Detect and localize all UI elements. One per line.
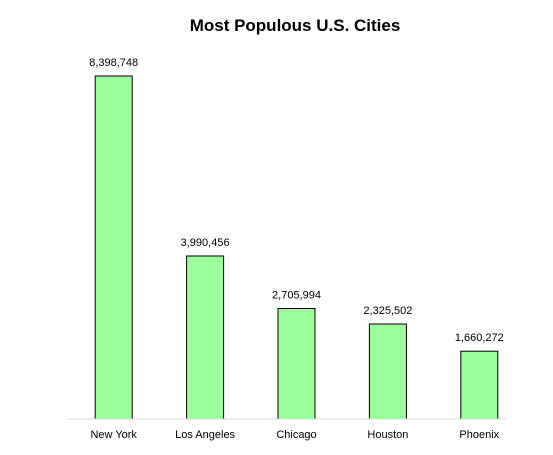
bar-chicago [277, 308, 316, 420]
data-label-los-angeles: 3,990,456 [181, 237, 230, 249]
x-tick-label-houston: Houston [367, 429, 408, 441]
bar-houston [368, 323, 407, 420]
chart-title: Most Populous U.S. Cities [190, 16, 401, 35]
data-labels-layer: 8,398,748 3,990,456 2,705,994 2,325,502 1,66… [89, 57, 504, 344]
bars-layer [94, 75, 499, 420]
data-label-new-york: 8,398,748 [89, 57, 138, 69]
data-label-houston: 2,325,502 [363, 305, 412, 317]
x-tick-label-new-york: New York [90, 429, 137, 441]
x-tick-labels: New York Los Angeles Chicago Houston Phoenix [90, 429, 499, 441]
bar-new-york [94, 75, 133, 420]
bar-los-angeles [186, 255, 225, 420]
x-tick-label-los-angeles: Los Angeles [175, 429, 235, 441]
data-label-chicago: 2,705,994 [272, 290, 321, 302]
data-label-phoenix: 1,660,272 [455, 332, 504, 344]
x-tick-label-phoenix: Phoenix [459, 429, 499, 441]
bar-phoenix [460, 350, 499, 420]
x-tick-label-chicago: Chicago [276, 429, 316, 441]
